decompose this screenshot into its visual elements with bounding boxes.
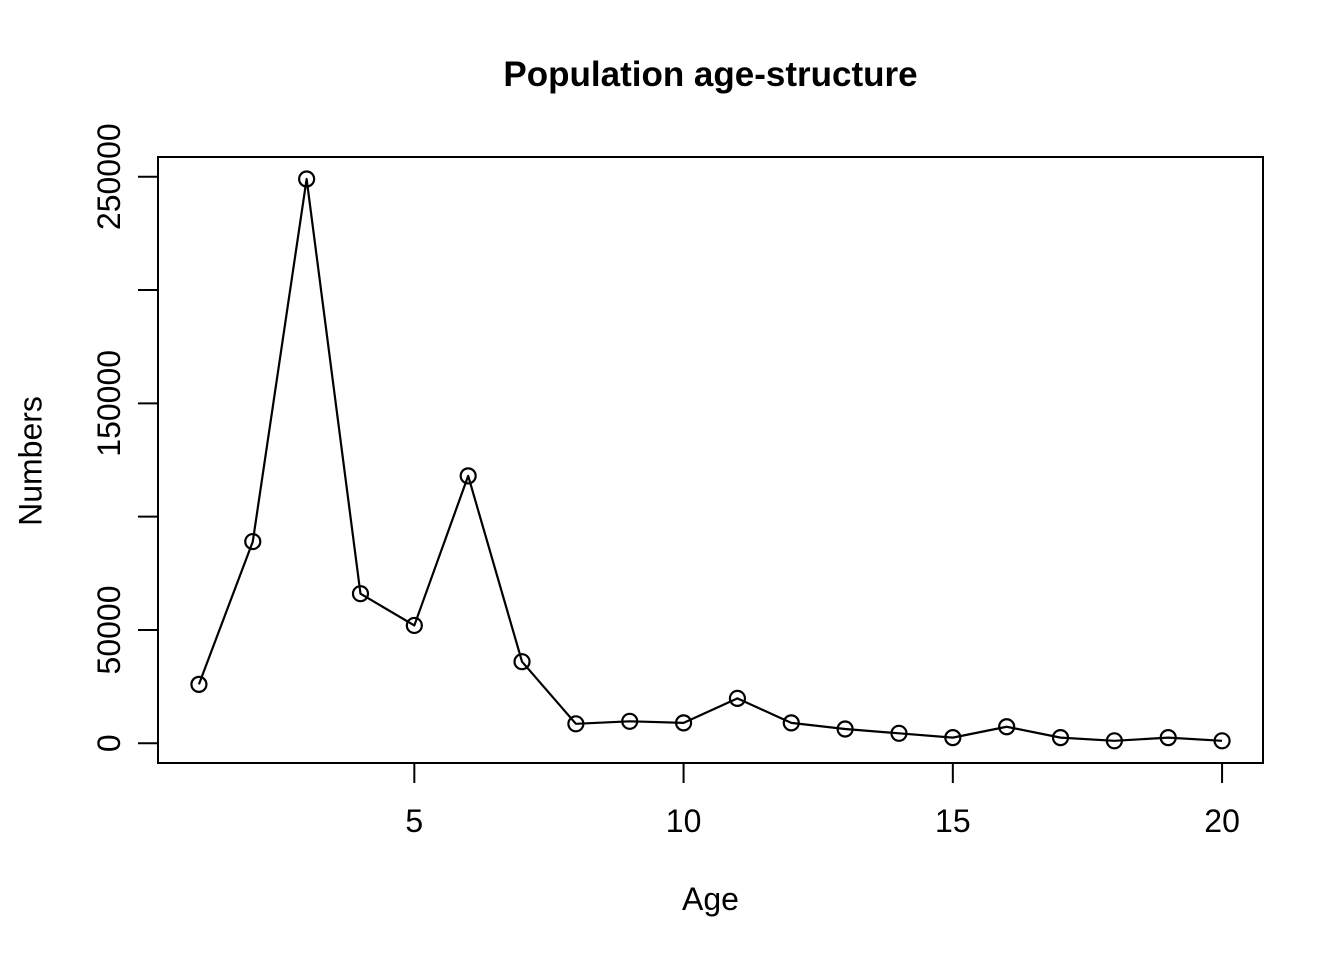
data-point	[621, 712, 639, 730]
data-point	[782, 714, 800, 732]
x-tick-label: 20	[1204, 803, 1240, 839]
data-point	[298, 170, 316, 188]
data-point	[567, 715, 585, 733]
data-point	[405, 616, 423, 635]
y-tick-label: 0	[91, 734, 127, 752]
x-tick-label: 5	[405, 803, 423, 839]
data-point	[190, 675, 208, 693]
data-point	[1105, 732, 1123, 750]
data-point	[890, 724, 908, 742]
chart-title: Population age-structure	[503, 55, 918, 94]
y-tick-label: 50000	[91, 585, 127, 674]
data-point	[513, 653, 531, 671]
x-tick-label: 15	[935, 803, 971, 839]
data-point	[998, 718, 1016, 736]
data-point	[674, 714, 693, 732]
data-point	[351, 585, 370, 603]
data-point	[944, 729, 962, 747]
data-point	[1159, 729, 1177, 747]
data-point	[836, 720, 854, 738]
x-tick-label: 10	[666, 803, 702, 839]
data-point	[459, 467, 477, 485]
data-line	[197, 177, 1223, 742]
y-tick-label: 150000	[91, 350, 127, 457]
data-point	[244, 532, 262, 551]
data-point	[1051, 729, 1070, 747]
data-point	[728, 689, 747, 708]
y-tick-label: 250000	[91, 123, 127, 230]
plot-box	[157, 156, 1264, 764]
x-axis-label: Age	[682, 881, 739, 917]
data-point	[1213, 732, 1231, 750]
